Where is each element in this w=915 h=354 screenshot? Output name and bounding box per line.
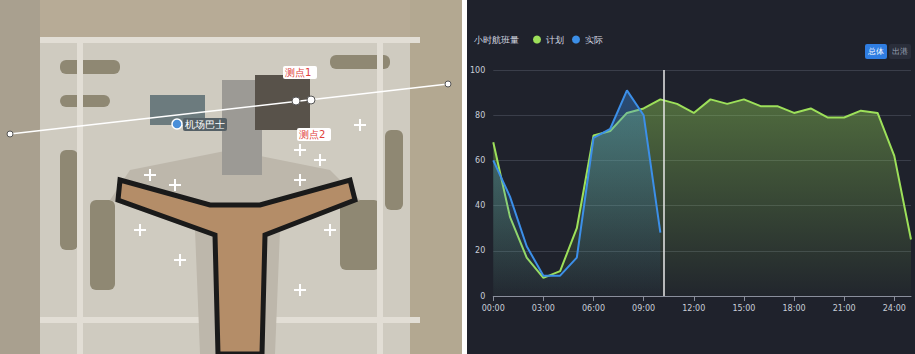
svg-text:40: 40 bbox=[475, 201, 485, 210]
svg-text:00:00: 00:00 bbox=[482, 304, 505, 313]
svg-text:实际: 实际 bbox=[585, 35, 603, 45]
svg-text:测点2: 测点2 bbox=[299, 129, 325, 140]
svg-text:12:00: 12:00 bbox=[682, 304, 705, 313]
svg-text:100: 100 bbox=[470, 66, 485, 75]
svg-text:80: 80 bbox=[475, 111, 485, 120]
svg-text:0: 0 bbox=[480, 292, 485, 301]
html-text:总体: 总体 bbox=[868, 47, 884, 56]
svg-text:18:00: 18:00 bbox=[783, 304, 806, 313]
html-text:出港: 出港 bbox=[892, 47, 908, 56]
svg-text:机场巴士: 机场巴士 bbox=[185, 119, 225, 130]
svg-text:06:00: 06:00 bbox=[582, 304, 605, 313]
svg-text:03:00: 03:00 bbox=[532, 304, 555, 313]
svg-text:测点1: 测点1 bbox=[285, 67, 311, 78]
svg-text:小时航班量: 小时航班量 bbox=[474, 35, 519, 45]
svg-text:计划: 计划 bbox=[546, 35, 564, 45]
svg-text:21:00: 21:00 bbox=[833, 304, 856, 313]
svg-text:24:00: 24:00 bbox=[883, 304, 906, 313]
svg-text:15:00: 15:00 bbox=[732, 304, 755, 313]
svg-text:60: 60 bbox=[475, 156, 485, 165]
svg-text:09:00: 09:00 bbox=[632, 304, 655, 313]
svg-text:20: 20 bbox=[475, 246, 485, 255]
